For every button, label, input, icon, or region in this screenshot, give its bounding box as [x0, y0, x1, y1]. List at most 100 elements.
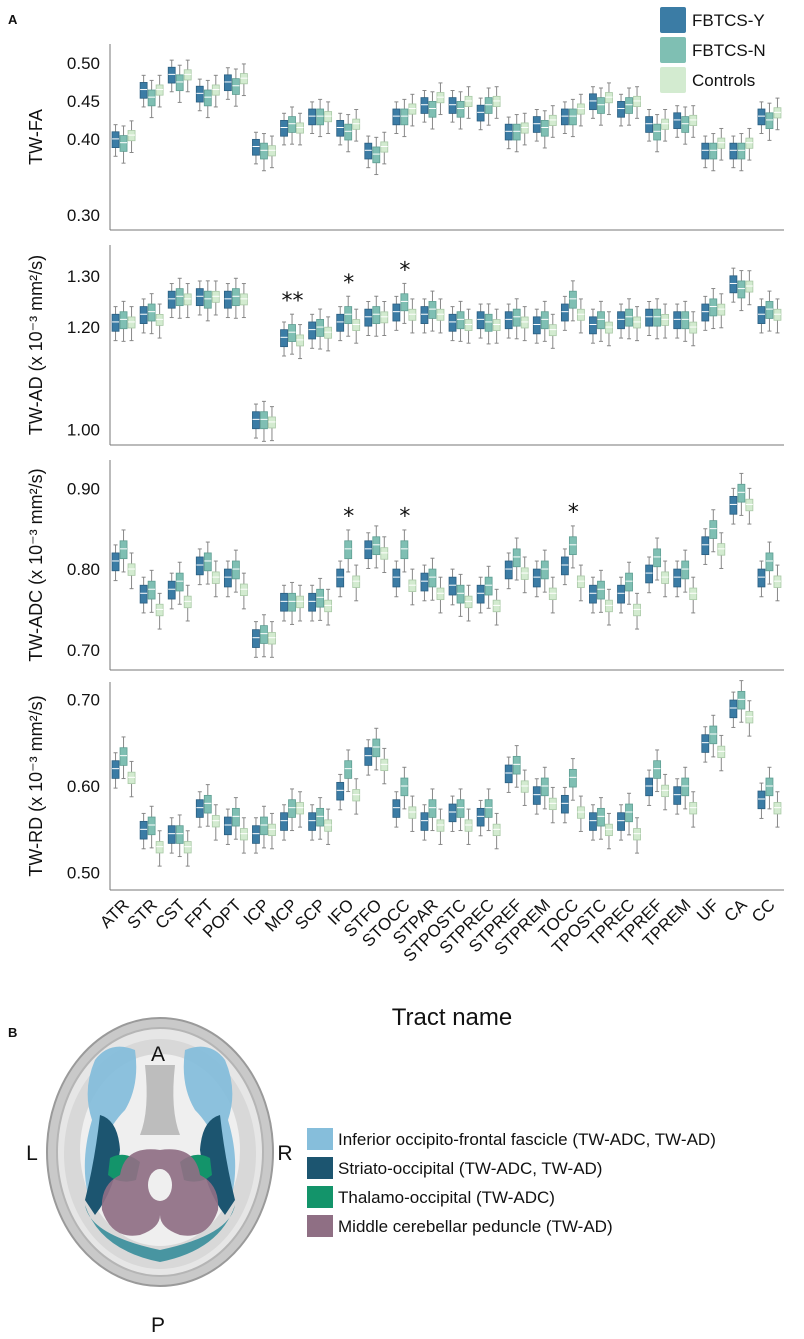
box-body	[484, 313, 493, 332]
box-body	[717, 543, 726, 556]
box-body	[211, 815, 220, 828]
box-body	[119, 540, 128, 560]
box-popt-fbtcs-n	[231, 277, 240, 319]
box-stfo-controls	[380, 536, 389, 574]
box-mcp-fbtcs-n	[288, 788, 296, 832]
box-body	[617, 311, 625, 330]
box-mcp-fbtcs-y	[280, 112, 288, 146]
box-tprec-fbtcs-y	[617, 93, 625, 127]
brain-illustration	[46, 1017, 274, 1287]
box-scp-fbtcs-n	[316, 577, 325, 621]
box-tprec-controls	[633, 86, 641, 119]
box-cc-controls	[773, 564, 782, 602]
box-body	[147, 303, 156, 322]
box-icp-fbtcs-n	[260, 133, 268, 172]
box-tpref-fbtcs-y	[645, 300, 654, 336]
box-body	[476, 807, 485, 827]
orientation-anterior: A	[151, 1043, 165, 1066]
box-body	[476, 584, 485, 604]
box-tprem-controls	[689, 791, 698, 828]
box-fpt-controls	[211, 560, 220, 598]
box-popt-fbtcs-y	[223, 808, 232, 845]
box-body	[589, 812, 597, 831]
box-body	[268, 632, 276, 645]
box-tpostc-fbtcs-n	[597, 797, 605, 840]
y-tick-label: 0.90	[67, 479, 100, 498]
box-icp-fbtcs-n	[260, 400, 268, 442]
box-body	[737, 690, 746, 710]
box-body	[464, 595, 473, 609]
box-body	[605, 92, 613, 104]
box-tpostc-fbtcs-y	[589, 804, 597, 841]
box-stpref-fbtcs-n	[512, 114, 521, 153]
box-tprem-fbtcs-y	[673, 560, 682, 598]
category-label-uf: UF	[693, 895, 722, 924]
box-stpref-fbtcs-n	[512, 745, 521, 788]
box-fpt-controls	[211, 74, 220, 108]
y-tick-label: 0.70	[67, 641, 100, 660]
box-body	[625, 803, 633, 823]
panel-4: 0.50 0.60 0.70 TW-RD (x 10⁻³ mm²/s)	[26, 680, 784, 891]
y-tick-label: 1.30	[67, 267, 100, 286]
box-icp-fbtcs-y	[252, 403, 260, 439]
box-tpref-fbtcs-y	[645, 769, 654, 806]
box-body	[400, 777, 409, 797]
box-body	[352, 118, 361, 130]
box-uf-controls	[717, 734, 726, 772]
box-tocc-fbtcs-y	[560, 295, 569, 331]
box-tprec-fbtcs-y	[617, 303, 625, 339]
box-body	[633, 95, 641, 107]
box-stpref-fbtcs-y	[504, 303, 513, 339]
box-body	[268, 416, 276, 429]
box-ifo-fbtcs-n	[344, 529, 353, 573]
box-body	[532, 316, 541, 335]
box-mcp-fbtcs-y	[280, 804, 288, 841]
box-body	[239, 828, 248, 841]
box-body	[239, 73, 248, 85]
orientation-left: L	[26, 1142, 38, 1165]
box-ifo-fbtcs-y	[336, 560, 345, 598]
box-tocc-fbtcs-n	[568, 98, 577, 138]
box-body	[400, 108, 409, 126]
box-body	[175, 74, 184, 92]
category-label-ca: CA	[721, 895, 752, 926]
box-body	[408, 308, 417, 321]
box-body	[195, 288, 204, 307]
box-body	[203, 794, 212, 814]
box-stfo-controls	[380, 747, 389, 785]
box-body	[280, 812, 288, 831]
box-body	[231, 78, 240, 95]
box-body	[448, 803, 457, 823]
box-body	[492, 319, 501, 331]
box-body	[280, 119, 288, 137]
box-body	[757, 108, 766, 126]
box-body	[773, 802, 782, 815]
box-body	[681, 777, 690, 797]
box-ifo-fbtcs-n	[344, 295, 353, 337]
box-body	[504, 560, 513, 580]
box-stpar-fbtcs-y	[420, 804, 429, 841]
significance-marker-stocc: *	[399, 505, 410, 530]
box-body	[352, 319, 361, 331]
box-uf-fbtcs-n	[709, 714, 718, 758]
box-str-fbtcs-n	[147, 569, 156, 613]
box-ca-fbtcs-n	[737, 133, 746, 172]
box-body	[296, 122, 304, 134]
box-tpref-fbtcs-n	[653, 114, 662, 153]
box-icp-controls	[268, 406, 276, 442]
box-body	[653, 548, 662, 568]
box-tprec-controls	[633, 817, 641, 854]
box-body	[155, 314, 164, 326]
box-tocc-fbtcs-n	[568, 758, 577, 801]
box-body	[540, 311, 549, 330]
box-body	[316, 588, 325, 608]
panel-1: 0.30 0.40 0.45 0.50 TW-FA	[26, 44, 784, 231]
box-stprec-fbtcs-n	[484, 303, 493, 345]
box-icp-fbtcs-y	[252, 131, 260, 165]
box-body	[745, 280, 754, 293]
box-tprem-controls	[689, 311, 698, 347]
box-ifo-controls	[352, 108, 361, 142]
box-tpref-fbtcs-n	[653, 298, 662, 340]
box-tprem-fbtcs-y	[673, 778, 682, 815]
box-body	[147, 816, 156, 836]
